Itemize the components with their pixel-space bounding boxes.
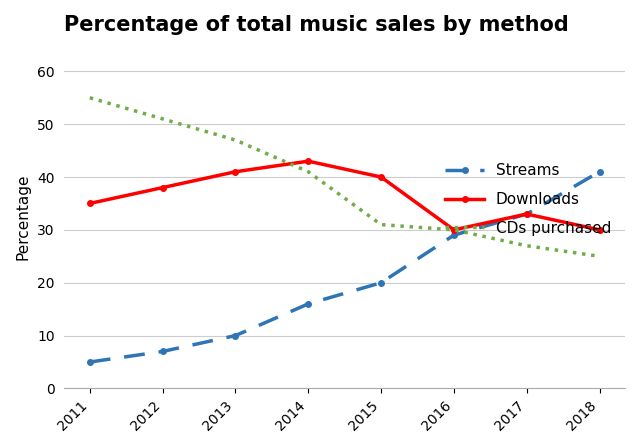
- CDs purchased: [159, 116, 166, 121]
- Line: Streams: Streams: [87, 169, 602, 365]
- CDs purchased: [305, 169, 312, 174]
- Downloads: [86, 201, 93, 206]
- Downloads: [596, 227, 604, 233]
- Streams: [305, 301, 312, 306]
- CDs purchased: [232, 138, 239, 143]
- Downloads: [450, 227, 458, 233]
- Line: Downloads: Downloads: [87, 159, 602, 233]
- Downloads: [305, 159, 312, 164]
- CDs purchased: [596, 254, 604, 259]
- CDs purchased: [377, 222, 385, 227]
- Streams: [232, 333, 239, 338]
- CDs purchased: [450, 227, 458, 233]
- Streams: [523, 211, 531, 217]
- Downloads: [159, 185, 166, 190]
- Streams: [377, 280, 385, 285]
- Y-axis label: Percentage: Percentage: [15, 173, 30, 260]
- Line: CDs purchased: CDs purchased: [90, 98, 600, 256]
- Downloads: [232, 169, 239, 174]
- Text: Percentage of total music sales by method: Percentage of total music sales by metho…: [64, 15, 569, 35]
- CDs purchased: [86, 95, 93, 100]
- Downloads: [523, 211, 531, 217]
- Streams: [86, 359, 93, 365]
- CDs purchased: [523, 243, 531, 249]
- Streams: [450, 233, 458, 238]
- Downloads: [377, 174, 385, 180]
- Streams: [596, 169, 604, 174]
- Streams: [159, 349, 166, 354]
- Legend: Streams, Downloads, CDs purchased: Streams, Downloads, CDs purchased: [439, 157, 618, 242]
